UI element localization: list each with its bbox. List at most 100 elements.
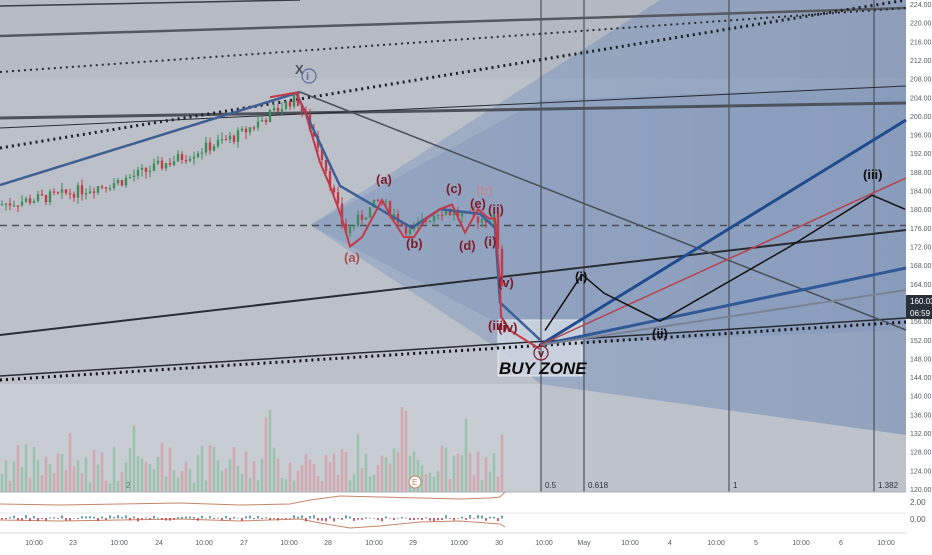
volume-bar [200, 446, 204, 492]
oscillator-bar [213, 518, 215, 519]
oscillator-bar [69, 518, 71, 521]
volume-bar [220, 470, 224, 492]
oscillator-bar [273, 518, 275, 519]
oscillator-bar [281, 518, 283, 519]
volume-bar [252, 461, 256, 492]
volume-bar [176, 477, 180, 492]
price-tick-label: 208.00 [910, 77, 932, 84]
price-axis-bg [906, 0, 932, 550]
volume-bar [272, 447, 276, 492]
volume-bar [304, 454, 308, 492]
candle-body [16, 205, 20, 207]
wave-label-b-up: (b) [476, 183, 493, 198]
wave-label-e: (e) [470, 196, 486, 211]
oscillator-bar [9, 517, 11, 519]
time-axis-ticks: 10:00 23 10:00 24 10:00 27 10:00 28 10:00 29 10:00… [25, 540, 895, 547]
oscillator-bar [449, 518, 451, 519]
volume-bar [20, 467, 24, 492]
volume-bar [320, 481, 324, 492]
oscillator-bar [349, 516, 351, 519]
wave-label-b-low: (b) [406, 236, 423, 251]
oscillator-bar [285, 518, 287, 520]
fib-time-label: 0.5 [545, 481, 557, 490]
candle-body [324, 159, 328, 172]
oscillator-bar [361, 518, 363, 520]
oscillator-bar [377, 518, 379, 520]
volume-bar [180, 470, 184, 492]
candle-body [320, 147, 324, 160]
candle-body [100, 186, 104, 188]
volume-bar [188, 468, 192, 492]
volume-bar [292, 480, 296, 492]
volume-bar [448, 479, 452, 492]
volume-bar [460, 454, 464, 492]
price-tick-label: 172.00 [910, 245, 932, 252]
time-tick-label: 10:00 [195, 540, 213, 547]
time-tick-label: May [577, 540, 591, 547]
volume-bar [116, 480, 120, 492]
volume-bar [396, 452, 400, 492]
volume-bar [268, 410, 272, 492]
time-tick-label: 4 [668, 540, 672, 547]
wave-label-i-circle [301, 68, 317, 84]
oscillator-bar [189, 516, 191, 519]
volume-bar [360, 468, 364, 492]
oscillator-bar [321, 518, 323, 521]
volume-bar [152, 469, 156, 492]
oscillator-bar [229, 518, 231, 520]
volume-bar [60, 454, 64, 492]
time-tick-label: 10:00 [707, 540, 725, 547]
volume-bar [312, 464, 316, 492]
oscillator-bar [57, 518, 59, 519]
volume-bar [172, 470, 176, 492]
time-tick-label: 10:00 [621, 540, 639, 547]
candle-body [72, 194, 76, 198]
candle-body [144, 167, 148, 172]
candle-body [180, 154, 184, 161]
fib-time-label: 1 [733, 481, 738, 490]
candle-body [48, 191, 52, 203]
candle-body [444, 211, 448, 215]
price-tick-label: 168.00 [910, 263, 932, 270]
volume-bar [364, 454, 368, 492]
wave-label-x: X [295, 62, 304, 77]
candle-body [128, 176, 132, 179]
oscillator-bar [437, 518, 439, 521]
candle-body [356, 214, 360, 226]
candle-body [164, 163, 168, 169]
wave-label-v: (v) [498, 275, 514, 290]
volume-bar [392, 448, 396, 492]
oscillator-bar [289, 518, 291, 519]
volume-bar [452, 455, 456, 492]
oscillator-bar [413, 518, 415, 521]
candle-body [332, 187, 336, 193]
oscillator-bar [385, 516, 387, 519]
volume-bar [84, 457, 88, 492]
price-tick-label: 192.00 [910, 151, 932, 158]
oscillator-bar [157, 517, 159, 519]
candle-body [184, 160, 188, 162]
volume-bar [256, 480, 260, 492]
candle-body [236, 130, 240, 142]
volume-bar [332, 453, 336, 492]
candle-body [288, 101, 292, 107]
price-tick-label: 148.00 [910, 356, 932, 363]
oscillator-bar [209, 516, 211, 519]
price-tick-label: 144.00 [910, 375, 932, 382]
time-tick-label: 30 [495, 540, 503, 547]
volume-bar [124, 462, 128, 492]
oscillator-bar [325, 518, 327, 522]
price-axis-ticks: 224.00 220.00 216.00 212.00 208.00 204.00 200.… [910, 2, 932, 494]
candle-body [36, 194, 40, 201]
volume-bar [336, 474, 340, 492]
time-tick-label: 27 [240, 540, 248, 547]
volume-bar [384, 457, 388, 492]
wave-label-i: i [306, 71, 309, 83]
candle-body [116, 180, 120, 184]
candle-body [92, 191, 96, 193]
volume-bar [276, 458, 280, 492]
volume-bar [104, 480, 108, 492]
volume-bar [0, 474, 4, 492]
price-tick-label: 152.00 [910, 338, 932, 345]
